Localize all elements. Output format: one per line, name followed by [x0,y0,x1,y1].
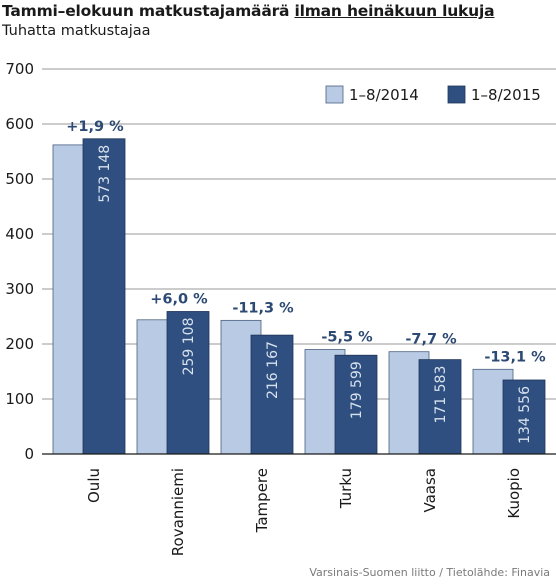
title-part2: ilman heinäkuun lukuja [294,2,495,20]
bar-value-label: 134 556 [517,386,533,444]
y-tick-label: 200 [5,335,34,353]
legend-label-2015: 1–8/2015 [471,86,541,104]
bar-value-label: 573 148 [97,145,113,203]
legend-swatch-2014 [325,85,344,104]
category-label: Oulu [85,468,103,503]
bar-2015 [418,359,462,455]
change-label: +1,9 % [66,119,124,135]
bar-value-label: 259 108 [181,317,197,375]
bar-2015 [166,311,210,455]
y-tick-label: 700 [5,60,34,78]
change-label: -5,5 % [321,330,373,346]
title-part1: Tammi–elokuun matkustajamäärä [2,2,295,20]
category-label: Rovanniemi [169,468,187,556]
legend-label-2014: 1–8/2014 [349,86,419,104]
category-label: Kuopio [505,468,523,519]
bar-2015 [334,354,378,455]
category-label: Turku [337,468,355,509]
chart-subtitle: Tuhatta matkustajaa [2,23,151,39]
y-tick-label: 500 [5,170,34,188]
y-tick-label: 0 [24,445,34,463]
bar-2015 [502,379,546,455]
change-label: -11,3 % [232,300,294,316]
legend-swatch-2015 [447,85,466,104]
y-tick-label: 100 [5,390,34,408]
bar-2015 [82,138,126,455]
bar-value-label: 216 167 [265,341,281,399]
change-label: -7,7 % [405,332,457,348]
y-tick-label: 300 [5,280,34,298]
y-tick-label: 400 [5,225,34,243]
bar-value-label: 179 599 [349,361,365,419]
category-label: Vaasa [421,468,439,513]
category-label: Tampere [253,468,271,533]
change-label: -13,1 % [484,349,546,365]
source-note: Varsinais-Suomen liitto / Tietolähde: Fi… [309,566,550,579]
chart-title: Tammi–elokuun matkustajamäärä ilman hein… [2,2,495,20]
bar-value-label: 171 583 [433,366,449,424]
change-label: +6,0 % [150,291,208,307]
y-tick-label: 600 [5,115,34,133]
